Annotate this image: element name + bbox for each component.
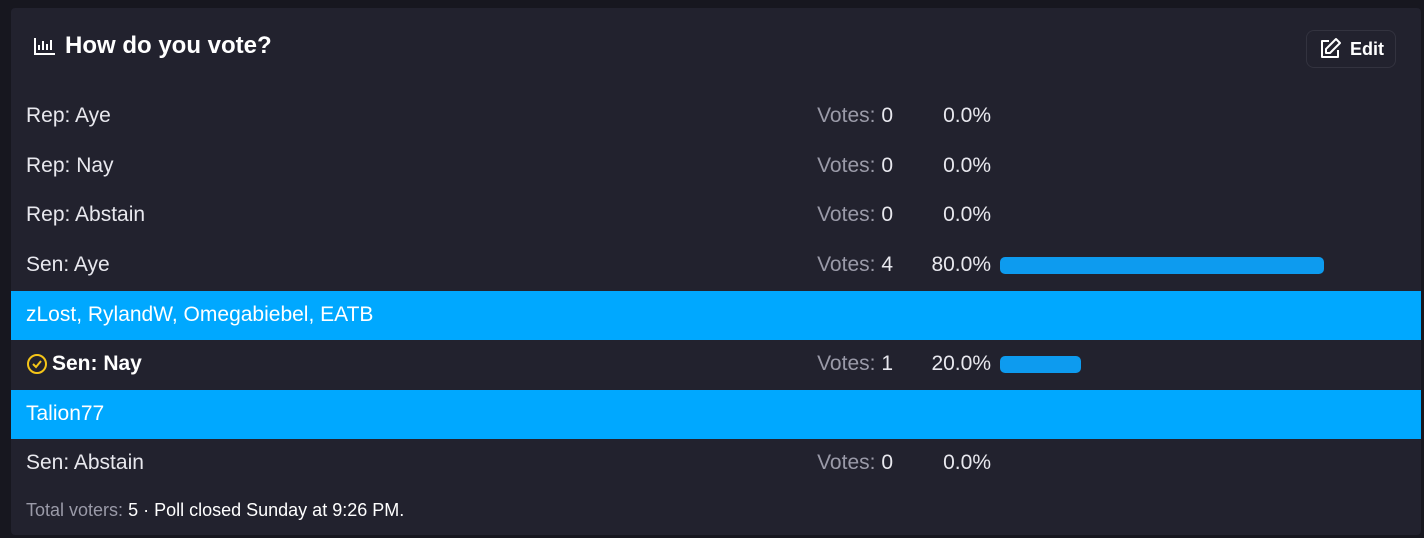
option-text: Rep: Abstain [26, 203, 146, 226]
option-row: Rep: Nay Votes: 0 0.0% [11, 142, 1421, 191]
option-text: Sen: Aye [26, 252, 110, 276]
votes-label: Votes: [817, 252, 876, 276]
chart-icon [34, 38, 55, 55]
option-text: Rep: Aye [26, 104, 111, 127]
percent-bar [1000, 355, 1081, 373]
option-row: Rep: Aye Votes: 0 0.0% [11, 92, 1421, 141]
voters-row: Talion77 [11, 389, 1421, 439]
voters-row: zLost, RylandW, Omegabiebel, EATB [11, 290, 1421, 340]
poll-title: How do you vote? [33, 32, 272, 60]
option-text: Sen: Nay [52, 351, 142, 375]
vote-count: Votes: 1 [817, 352, 893, 376]
votes-value: 1 [881, 351, 893, 375]
vote-count: Votes: 0 [817, 154, 893, 178]
selected-icon [27, 353, 47, 374]
votes-label: Votes: [817, 104, 876, 127]
voters-list: zLost, RylandW, Omegabiebel, EATB [26, 302, 374, 326]
percent-bar [1000, 256, 1324, 274]
option-label: Sen: Nay [26, 352, 142, 376]
votes-value: 0 [881, 203, 893, 226]
total-value: 5 [128, 500, 139, 520]
option-label: Sen: Aye [26, 253, 110, 277]
vote-count: Votes: 0 [817, 451, 893, 475]
option-label: Rep: Aye [26, 104, 111, 128]
total-label: Total voters: [26, 500, 124, 520]
title-text: How do you vote? [65, 32, 272, 59]
votes-value: 0 [881, 104, 893, 127]
percent: 20.0% [931, 351, 991, 375]
poll-card: How do you vote? Edit Rep: Aye Votes: 0 0.… [11, 8, 1421, 535]
option-text: Rep: Nay [26, 153, 114, 177]
option-text: Sen: Abstain [26, 450, 144, 474]
percent: 0.0% [943, 450, 991, 474]
poll-footer: Total voters: 5 · Poll closed Sunday at … [26, 500, 404, 521]
votes-value: 4 [881, 252, 893, 276]
option-label: Sen: Abstain [26, 451, 144, 475]
votes-value: 0 [881, 153, 893, 177]
vote-count: Votes: 4 [817, 253, 893, 277]
option-row: Sen: Aye Votes: 4 80.0% [11, 241, 1421, 290]
percent: 0.0% [943, 104, 991, 127]
votes-label: Votes: [817, 351, 876, 375]
option-label: Rep: Abstain [26, 203, 145, 227]
votes-label: Votes: [817, 203, 876, 226]
votes-label: Votes: [817, 153, 876, 177]
closed-text: · Poll closed Sunday at 9:26 PM. [143, 500, 405, 520]
vote-count: Votes: 0 [817, 104, 893, 128]
option-row: Sen: Nay Votes: 1 20.0% [11, 340, 1421, 389]
edit-button[interactable]: Edit [1306, 30, 1396, 68]
vote-count: Votes: 0 [817, 203, 893, 227]
voters-list: Talion77 [26, 401, 105, 425]
edit-text: Edit [1350, 38, 1384, 59]
edit-icon [1321, 38, 1341, 58]
percent: 80.0% [931, 252, 991, 276]
percent: 0.0% [943, 203, 991, 226]
option-row: Sen: Abstain Votes: 0 0.0% [11, 439, 1421, 488]
option-label: Rep: Nay [26, 154, 114, 178]
percent: 0.0% [943, 153, 991, 177]
option-row: Rep: Abstain Votes: 0 0.0% [11, 191, 1421, 240]
votes-label: Votes: [817, 450, 876, 474]
votes-value: 0 [881, 450, 893, 474]
